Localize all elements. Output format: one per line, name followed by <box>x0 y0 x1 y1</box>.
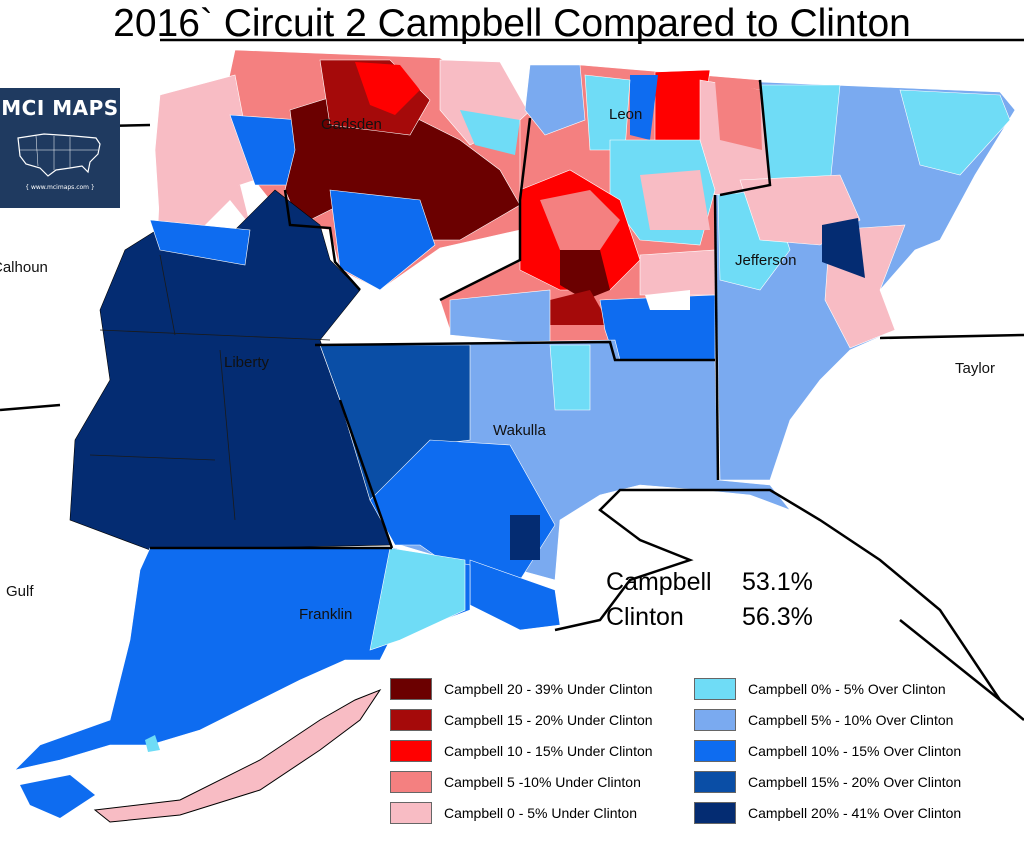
legend-swatch <box>694 771 736 793</box>
gadsden-n2 <box>355 62 420 115</box>
legend-item: Campbell 20% - 41% Over Clinton <box>694 801 961 825</box>
legend-label: Campbell 10% - 15% Over Clinton <box>748 743 962 759</box>
legend-swatch <box>390 802 432 824</box>
legend-label: Campbell 0 - 5% Under Clinton <box>444 805 637 821</box>
leon-blue-n <box>630 75 658 140</box>
legend-label: Campbell 0% - 5% Over Clinton <box>748 681 946 697</box>
legend-swatch <box>694 678 736 700</box>
badge-title: MCI MAPS <box>1 96 119 120</box>
legend-swatch <box>390 771 432 793</box>
franklin-cyan <box>369 547 466 651</box>
leon-ne-red <box>715 80 762 150</box>
label-wakulla: Wakulla <box>493 422 546 439</box>
legend-item: Campbell 0 - 5% Under Clinton <box>390 801 637 825</box>
label-calhoun: Calhoun <box>0 259 48 276</box>
leon-county <box>439 64 771 361</box>
jefferson-n-cyan <box>759 84 841 186</box>
label-jefferson: Jefferson <box>735 252 797 269</box>
wakulla-dark <box>510 515 540 560</box>
county-borders <box>150 79 772 550</box>
summary-clinton-label: Clinton <box>606 603 684 631</box>
label-leon: Leon <box>609 106 643 123</box>
leon-se-pink <box>639 249 716 296</box>
legend-item: Campbell 15% - 20% Over Clinton <box>694 770 961 794</box>
legend-item: Campbell 15 - 20% Under Clinton <box>390 708 653 732</box>
liberty-county <box>69 189 391 551</box>
liberty-top <box>149 219 251 266</box>
legend-label: Campbell 20 - 39% Under Clinton <box>444 681 653 697</box>
gadsden-west-2 <box>158 185 250 235</box>
leon-south-red <box>548 290 610 325</box>
wakulla-county <box>319 339 791 631</box>
label-liberty: Liberty <box>224 354 270 371</box>
label-taylor: Taylor <box>955 360 996 377</box>
leon-white <box>645 290 690 310</box>
leon-core <box>560 250 610 300</box>
legend-label: Campbell 20% - 41% Over Clinton <box>748 805 962 821</box>
label-gulf: Gulf <box>6 583 34 600</box>
legend-item: Campbell 10 - 15% Under Clinton <box>390 739 653 763</box>
franklin-main <box>14 547 471 771</box>
legend-item: Campbell 10% - 15% Over Clinton <box>694 739 961 763</box>
franklin-county <box>14 547 471 823</box>
franklin-barrier <box>93 688 382 823</box>
leon-mid-pink <box>640 170 710 230</box>
legend-label: Campbell 15 - 20% Under Clinton <box>444 712 653 728</box>
legend-swatch <box>694 802 736 824</box>
mci-maps-badge: MCI MAPS { www.mcimaps.com } <box>0 88 120 208</box>
legend-label: Campbell 15% - 20% Over Clinton <box>748 774 962 790</box>
gadsden-ne2 <box>460 110 520 155</box>
leon-city-pink <box>540 190 620 250</box>
legend-swatch <box>694 740 736 762</box>
summary-campbell-label: Campbell <box>606 568 712 596</box>
leon-sw-lblue <box>449 289 551 346</box>
label-gadsden: Gadsden <box>321 116 382 133</box>
usa-map-icon <box>17 133 101 177</box>
legend-item: Campbell 5 -10% Under Clinton <box>390 770 641 794</box>
legend-swatch <box>390 740 432 762</box>
summary-clinton: Clinton 56.3% <box>606 603 813 632</box>
jefferson-darkblue <box>822 218 865 278</box>
leon-north-w <box>524 64 586 136</box>
wakulla-cyan <box>549 344 591 411</box>
legend-label: Campbell 5 -10% Under Clinton <box>444 774 641 790</box>
summary-clinton-value: 56.3% <box>742 603 813 631</box>
map-title: 2016` Circuit 2 Campbell Compared to Cli… <box>113 2 911 45</box>
gadsden-south <box>329 189 436 291</box>
legend-item: Campbell 5% - 10% Over Clinton <box>694 708 953 732</box>
coastline <box>554 488 1024 721</box>
franklin-islet <box>20 775 95 818</box>
legend-item: Campbell 20 - 39% Under Clinton <box>390 677 653 701</box>
jefferson-county <box>714 81 1016 481</box>
label-franklin: Franklin <box>299 606 353 623</box>
badge-url: { www.mcimaps.com } <box>25 184 95 191</box>
legend-label: Campbell 5% - 10% Over Clinton <box>748 712 954 728</box>
franklin-spot <box>145 735 160 752</box>
summary-campbell-value: 53.1% <box>742 568 813 596</box>
jefferson-ne-cyan <box>899 89 1011 176</box>
gadsden-county <box>154 49 531 291</box>
legend-swatch <box>694 709 736 731</box>
legend-swatch <box>390 709 432 731</box>
summary-campbell: Campbell 53.1% <box>606 568 813 597</box>
legend-swatch <box>390 678 432 700</box>
legend-item: Campbell 0% - 5% Over Clinton <box>694 677 946 701</box>
legend-label: Campbell 10 - 15% Under Clinton <box>444 743 653 759</box>
